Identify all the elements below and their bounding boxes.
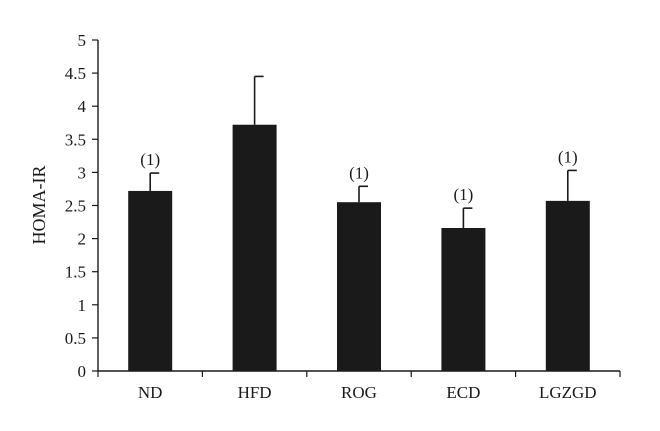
x-axis: ND HFD ROG ECD LGZGD [97,370,621,402]
y-tick-label: 4 [78,97,87,116]
x-category-label: ECD [446,383,480,402]
bar-lgzgd [545,200,590,371]
y-tick-label: 3.5 [65,130,86,149]
bar-hfd [232,124,277,372]
y-tick-label: 2 [78,230,87,249]
y-axis-title: HOMA-IR [29,166,49,245]
y-tick-label: 2.5 [65,197,86,216]
error-bars [149,75,577,229]
y-tick-label: 5 [78,31,87,50]
x-category-label: ROG [341,383,377,402]
x-category-label: ND [138,383,163,402]
y-tick-label: 0 [78,362,87,381]
significance-annotation: (1) [349,163,369,182]
y-tick-label: 1 [78,296,87,315]
y-tick-label: 3 [78,163,87,182]
significance-annotation: (1) [453,185,473,204]
x-category-label: LGZGD [539,383,597,402]
significance-annotation: (1) [558,147,578,166]
annotations: (1) (1) (1) (1) [140,147,577,204]
bar-ecd [441,228,486,371]
significance-annotation: (1) [140,150,160,169]
y-tick-label: 1.5 [65,263,86,282]
x-category-label: HFD [238,383,272,402]
bar-rog [337,202,381,371]
bars [128,124,590,372]
y-tick-label: 4.5 [65,64,86,83]
bar-nd [128,190,173,371]
y-tick-label: 0.5 [65,329,86,348]
y-axis: 0 0.5 1 1.5 2 2.5 3 3.5 4 4.5 5 [65,31,99,381]
